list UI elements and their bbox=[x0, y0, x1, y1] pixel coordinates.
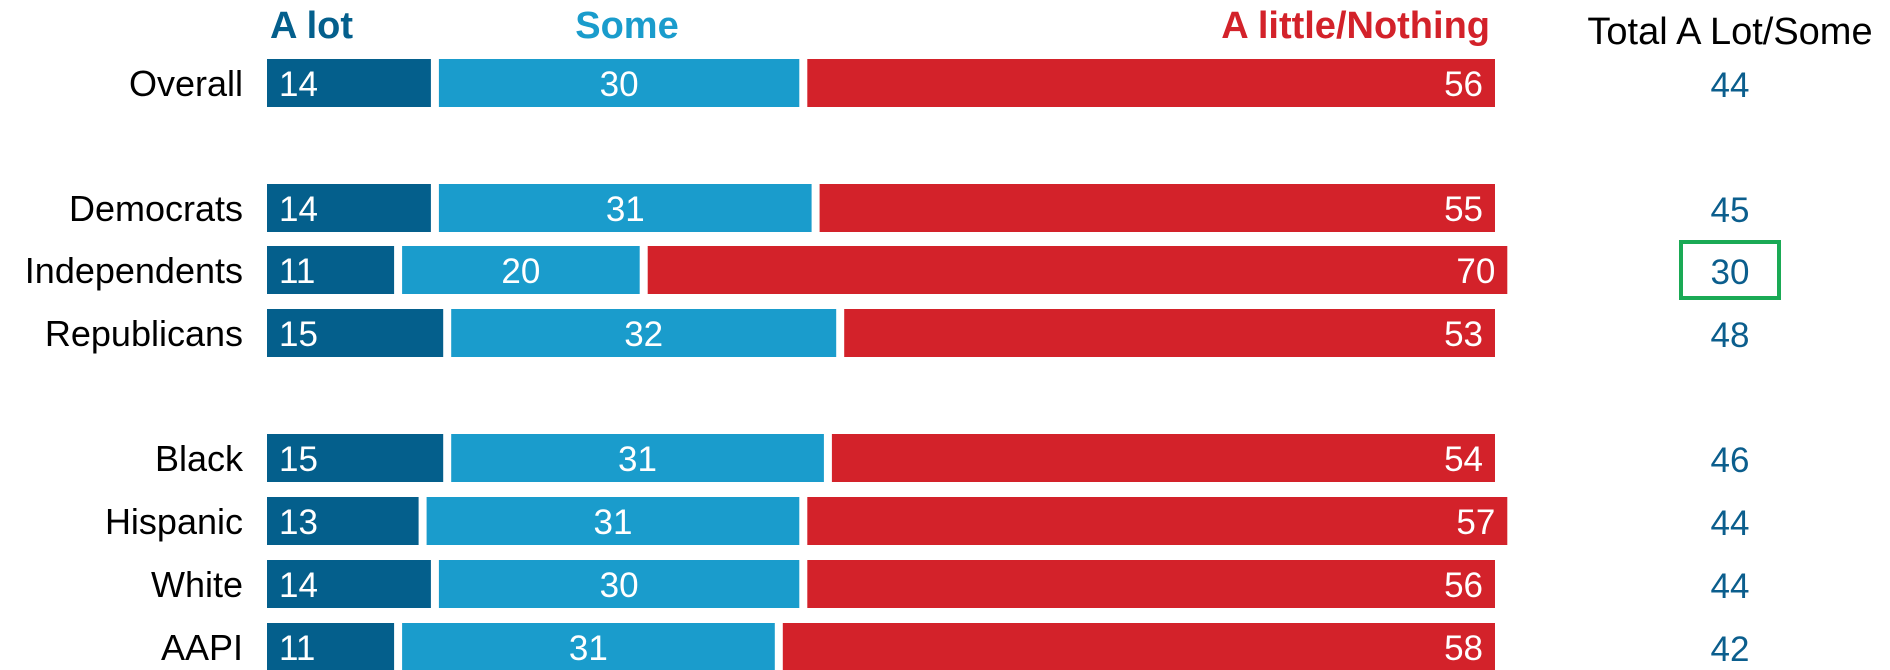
category-label-democrats: Democrats bbox=[69, 188, 243, 229]
category-label-white: White bbox=[151, 564, 243, 605]
bar-some-white bbox=[438, 560, 800, 608]
category-label-aapi: AAPI bbox=[161, 627, 243, 668]
bar-little-nothing-democrats bbox=[819, 184, 1495, 232]
legend-a-lot: A lot bbox=[270, 5, 353, 47]
data-label-some-independents: 20 bbox=[501, 252, 540, 291]
category-label-independents: Independents bbox=[25, 250, 243, 291]
bar-a-lot-independents bbox=[267, 246, 395, 294]
bar-little-nothing-aapi bbox=[782, 623, 1495, 670]
bar-a-lot-hispanic bbox=[267, 497, 419, 545]
bar-some-aapi bbox=[402, 623, 775, 670]
data-label-a-lot-independents: 11 bbox=[279, 252, 315, 291]
data-label-a-lot-overall: 14 bbox=[279, 65, 318, 104]
chart-rows: Overall 14 30 56 44 Democrats 14 31 55 45 Independ… bbox=[25, 59, 1781, 670]
data-label-a-lot-hispanic: 13 bbox=[279, 503, 318, 542]
bar-little-nothing-overall bbox=[807, 59, 1495, 107]
bar-little-nothing-black bbox=[831, 434, 1495, 482]
data-label-some-democrats: 31 bbox=[606, 190, 645, 229]
legend-some: Some bbox=[575, 5, 678, 47]
data-label-some-overall: 30 bbox=[600, 65, 639, 104]
legend-little-nothing: A little/Nothing bbox=[1221, 5, 1490, 47]
total-value-republicans: 48 bbox=[1711, 316, 1750, 355]
data-label-little-nothing-hispanic: 57 bbox=[1456, 503, 1495, 542]
total-value-black: 46 bbox=[1711, 441, 1750, 480]
bar-a-lot-republicans bbox=[267, 309, 444, 357]
highlight-box bbox=[1679, 240, 1781, 300]
bar-a-lot-white bbox=[267, 560, 431, 608]
data-label-some-white: 30 bbox=[600, 566, 639, 605]
data-label-little-nothing-overall: 56 bbox=[1444, 65, 1483, 104]
category-label-republicans: Republicans bbox=[45, 313, 243, 354]
bar-little-nothing-white bbox=[807, 560, 1495, 608]
data-label-a-lot-white: 14 bbox=[279, 566, 318, 605]
bar-a-lot-overall bbox=[267, 59, 431, 107]
data-label-little-nothing-democrats: 55 bbox=[1444, 190, 1483, 229]
bar-a-lot-black bbox=[267, 434, 444, 482]
data-label-little-nothing-independents: 70 bbox=[1456, 252, 1495, 291]
bar-some-overall bbox=[438, 59, 800, 107]
total-value-democrats: 45 bbox=[1711, 191, 1750, 230]
bar-some-democrats bbox=[438, 184, 812, 232]
total-value-independents: 30 bbox=[1711, 253, 1750, 292]
category-label-hispanic: Hispanic bbox=[105, 501, 243, 542]
data-label-little-nothing-republicans: 53 bbox=[1444, 315, 1483, 354]
data-label-little-nothing-aapi: 58 bbox=[1444, 629, 1483, 668]
total-value-hispanic: 44 bbox=[1711, 504, 1750, 543]
bar-little-nothing-republicans bbox=[844, 309, 1495, 357]
bar-little-nothing-independents bbox=[647, 246, 1508, 294]
data-label-little-nothing-black: 54 bbox=[1444, 440, 1483, 479]
data-label-a-lot-aapi: 11 bbox=[279, 629, 315, 668]
data-label-some-aapi: 31 bbox=[569, 629, 608, 668]
data-label-a-lot-black: 15 bbox=[279, 440, 318, 479]
total-value-aapi: 42 bbox=[1711, 630, 1750, 669]
data-label-a-lot-democrats: 14 bbox=[279, 190, 318, 229]
category-label-overall: Overall bbox=[129, 63, 243, 104]
bar-little-nothing-hispanic bbox=[807, 497, 1508, 545]
total-value-overall: 44 bbox=[1711, 66, 1750, 105]
category-label-black: Black bbox=[155, 438, 244, 479]
bar-a-lot-democrats bbox=[267, 184, 431, 232]
bar-some-hispanic bbox=[426, 497, 800, 545]
data-label-some-republicans: 32 bbox=[624, 315, 663, 354]
data-label-some-hispanic: 31 bbox=[594, 503, 633, 542]
bar-a-lot-aapi bbox=[267, 623, 395, 670]
bar-some-independents bbox=[402, 246, 640, 294]
data-label-some-black: 31 bbox=[618, 440, 657, 479]
bar-some-black bbox=[451, 434, 824, 482]
data-label-little-nothing-white: 56 bbox=[1444, 566, 1483, 605]
data-label-a-lot-republicans: 15 bbox=[279, 315, 318, 354]
bar-some-republicans bbox=[451, 309, 837, 357]
total-value-white: 44 bbox=[1711, 567, 1750, 606]
total-column-header: Total A Lot/Some bbox=[1587, 11, 1872, 53]
